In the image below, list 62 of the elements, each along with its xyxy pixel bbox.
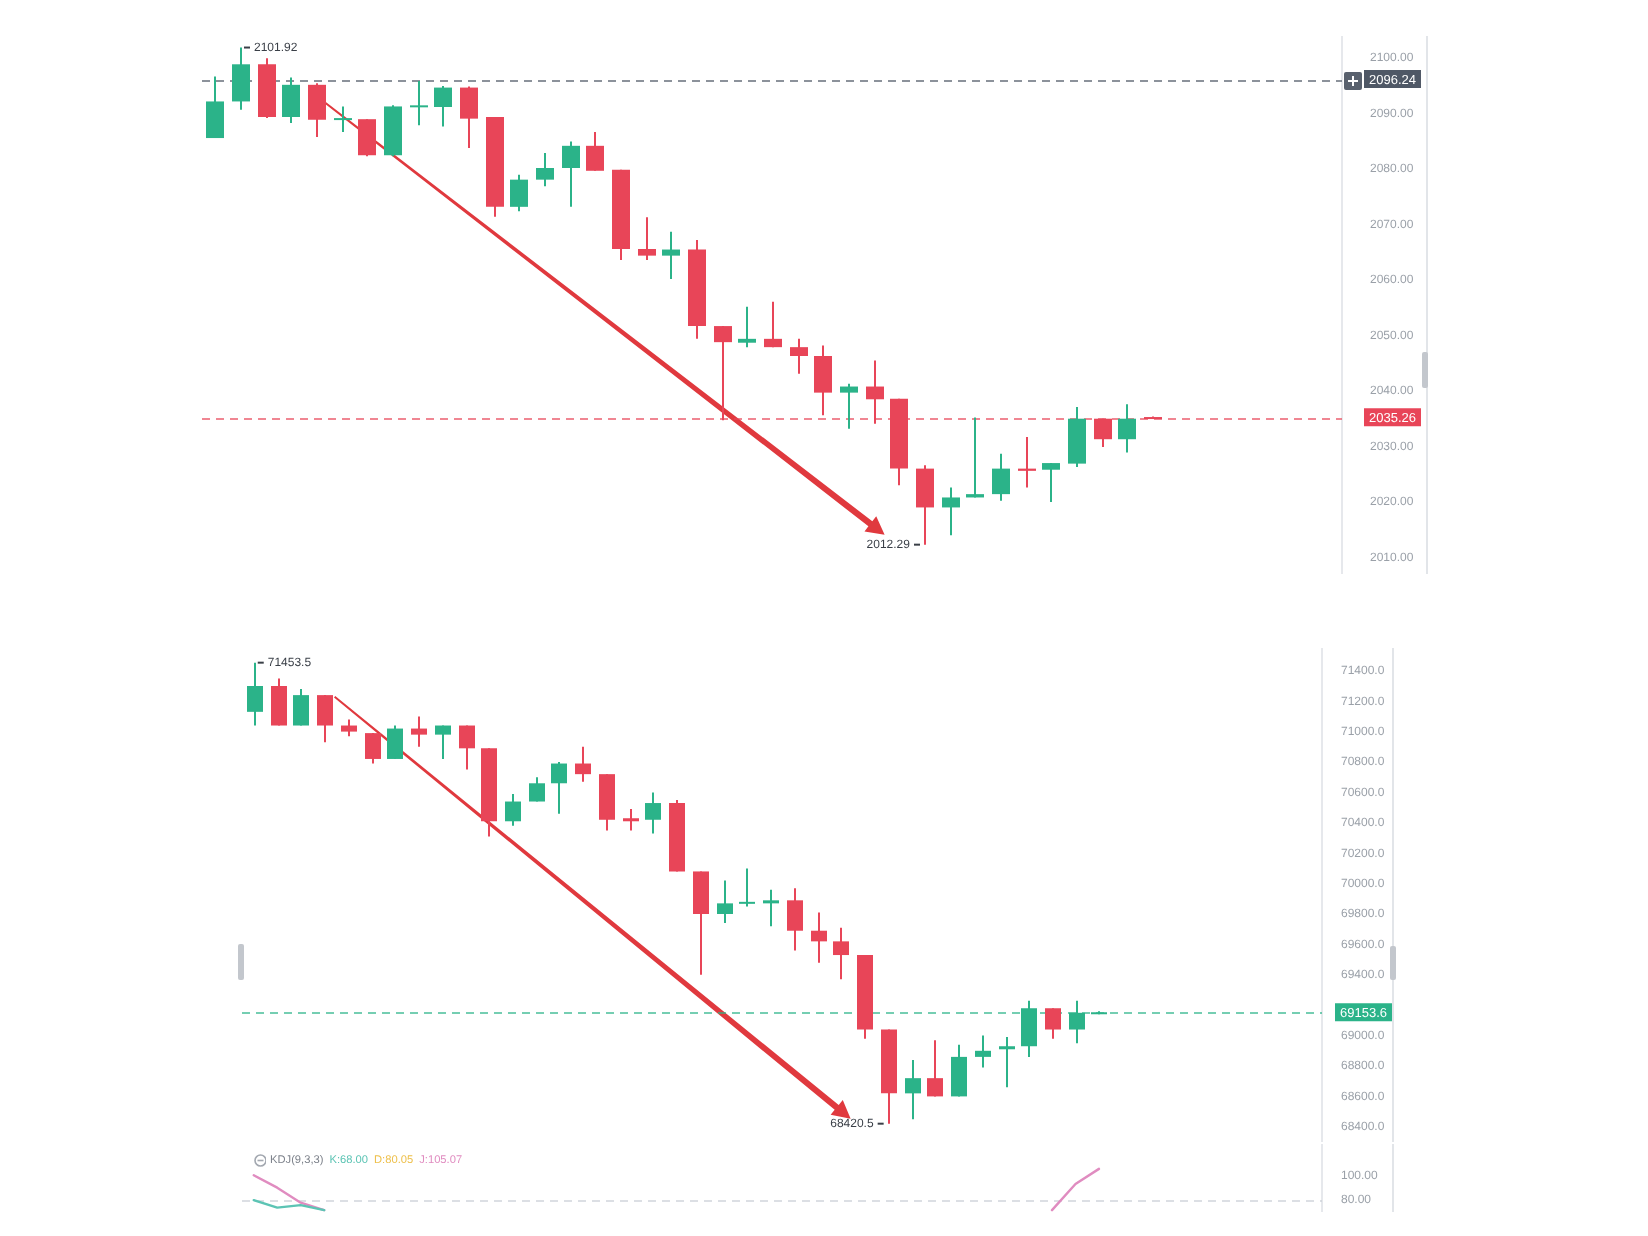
candlestick xyxy=(551,761,567,815)
candlestick xyxy=(1018,436,1036,489)
candlestick xyxy=(599,773,615,832)
candlestick xyxy=(992,452,1010,502)
candlestick xyxy=(510,173,528,213)
candlestick xyxy=(459,724,475,771)
candlestick xyxy=(536,152,554,188)
candlestick xyxy=(738,305,756,349)
candlestick xyxy=(787,887,803,952)
candlestick xyxy=(942,486,960,537)
candlestick xyxy=(1068,406,1086,468)
candlestick xyxy=(693,870,709,976)
candlestick xyxy=(411,715,427,748)
candlestick xyxy=(387,724,403,760)
candlestick xyxy=(790,337,808,375)
candlestick xyxy=(638,216,656,262)
candlestick xyxy=(811,911,827,964)
candlestick xyxy=(562,140,580,208)
candlestick xyxy=(460,85,478,150)
candlestick xyxy=(916,464,934,546)
candlestick xyxy=(529,776,545,803)
candlestick xyxy=(905,1058,921,1121)
candlestick xyxy=(840,382,858,430)
candlestick xyxy=(717,879,733,925)
candlestick xyxy=(358,118,376,158)
candlestick xyxy=(410,79,428,127)
candlestick xyxy=(662,230,680,280)
candlestick xyxy=(505,792,521,827)
candlestick xyxy=(293,688,309,727)
candlestick xyxy=(623,808,639,832)
candlestick xyxy=(1042,462,1060,503)
candlestick xyxy=(435,724,451,760)
candlestick xyxy=(764,300,782,349)
candlestick xyxy=(1021,999,1037,1058)
candlestick xyxy=(434,84,452,128)
candlestick xyxy=(866,359,884,425)
candlestick xyxy=(1045,1007,1061,1040)
candlestick xyxy=(575,745,591,783)
candlestick xyxy=(814,344,832,417)
candlestick xyxy=(966,416,984,499)
candlestick xyxy=(206,75,224,140)
candlestick xyxy=(739,867,755,908)
candlestick xyxy=(975,1034,991,1069)
candlestick xyxy=(927,1039,943,1098)
candlestick xyxy=(271,677,287,727)
candlestick xyxy=(308,82,326,138)
candlestick xyxy=(951,1043,967,1098)
candlestick xyxy=(714,325,732,422)
candlestick xyxy=(317,694,333,744)
candlestick xyxy=(833,926,849,981)
candlestick xyxy=(1118,403,1136,454)
candlestick xyxy=(334,105,352,133)
candlestick xyxy=(763,888,779,928)
candlestick xyxy=(232,46,250,111)
candlestick xyxy=(645,791,661,835)
candlestick xyxy=(247,661,263,727)
candlestick xyxy=(999,1036,1015,1089)
candlestick xyxy=(1069,999,1085,1045)
candlestick xyxy=(1094,417,1112,448)
candlestick xyxy=(586,130,604,172)
candlestick xyxy=(365,732,381,765)
candlestick xyxy=(282,76,300,125)
